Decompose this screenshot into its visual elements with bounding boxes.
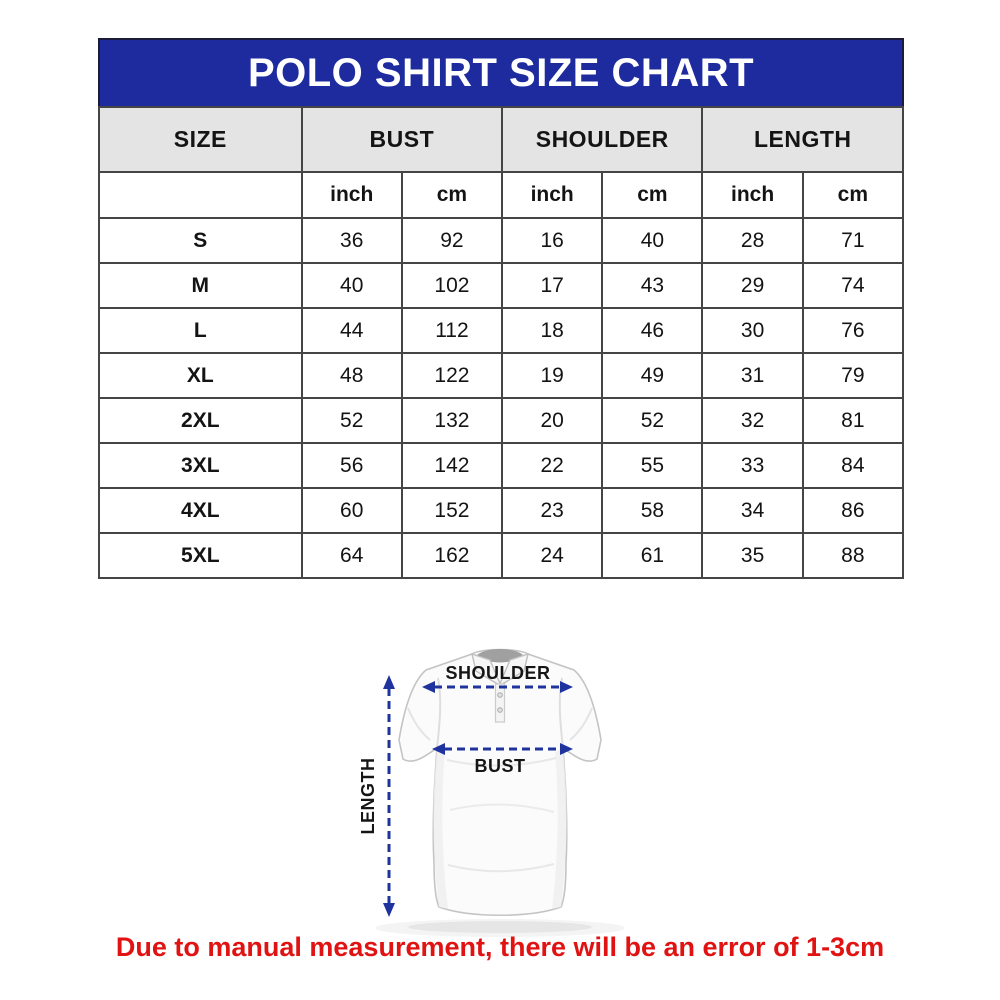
unit-header-2: inch bbox=[501, 171, 604, 219]
size-value: 74 bbox=[801, 262, 905, 309]
unit-header-1: cm bbox=[400, 171, 504, 219]
size-value: 102 bbox=[400, 262, 504, 309]
size-value: 79 bbox=[801, 352, 905, 399]
bust-label: BUST bbox=[475, 756, 526, 776]
size-row-L: L 44 112 18 46 30 76 bbox=[98, 307, 905, 354]
size-label: S bbox=[98, 217, 303, 264]
col-header-length: LENGTH bbox=[701, 106, 904, 173]
size-value: 142 bbox=[400, 442, 504, 489]
size-value: 71 bbox=[801, 217, 905, 264]
size-value: 18 bbox=[501, 307, 604, 354]
size-value: 52 bbox=[601, 397, 704, 444]
unit-header-4: inch bbox=[701, 171, 804, 219]
size-value: 61 bbox=[601, 532, 704, 579]
size-value: 43 bbox=[601, 262, 704, 309]
size-value: 162 bbox=[400, 532, 504, 579]
size-row-2XL: 2XL 52 132 20 52 32 81 bbox=[98, 397, 905, 444]
button bbox=[497, 692, 503, 698]
size-value: 34 bbox=[701, 487, 804, 534]
size-label: 5XL bbox=[98, 532, 303, 579]
size-value: 76 bbox=[801, 307, 905, 354]
shoulder-label: SHOULDER bbox=[445, 663, 550, 683]
size-value: 92 bbox=[400, 217, 504, 264]
size-label: 3XL bbox=[98, 442, 303, 489]
size-chart-table: SIZE BUST SHOULDER LENGTH inch cm inch cm inch c… bbox=[98, 106, 905, 579]
size-value: 52 bbox=[300, 397, 403, 444]
size-value: 49 bbox=[601, 352, 704, 399]
col-header-shoulder: SHOULDER bbox=[501, 106, 704, 173]
shirt-measurement-diagram: SHOULDER BUST LENGTH bbox=[350, 638, 650, 950]
size-row-3XL: 3XL 56 142 22 55 33 84 bbox=[98, 442, 905, 489]
size-value: 86 bbox=[801, 487, 905, 534]
size-value: 81 bbox=[801, 397, 905, 444]
bust-arrow bbox=[432, 743, 573, 755]
size-label: XL bbox=[98, 352, 303, 399]
size-value: 23 bbox=[501, 487, 604, 534]
size-row-XL: XL 48 122 19 49 31 79 bbox=[98, 352, 905, 399]
unit-header-3: cm bbox=[601, 171, 704, 219]
size-value: 36 bbox=[300, 217, 403, 264]
size-chart: POLO SHIRT SIZE CHART SIZE BUST SHOULDER LE… bbox=[98, 38, 905, 579]
col-header-bust: BUST bbox=[300, 106, 504, 173]
size-label: M bbox=[98, 262, 303, 309]
unit-header-5: cm bbox=[801, 171, 905, 219]
size-value: 29 bbox=[701, 262, 804, 309]
size-label: 4XL bbox=[98, 487, 303, 534]
size-value: 31 bbox=[701, 352, 804, 399]
shirt-shadow-core bbox=[408, 921, 592, 933]
size-value: 60 bbox=[300, 487, 403, 534]
size-value: 122 bbox=[400, 352, 504, 399]
size-value: 33 bbox=[701, 442, 804, 489]
size-row-M: M 40 102 17 43 29 74 bbox=[98, 262, 905, 309]
unit-header-blank bbox=[98, 171, 303, 219]
size-table-body: S 36 92 16 40 28 71 M 40 102 17 43 29 74 L 44 112 18 46 30 7… bbox=[98, 217, 905, 579]
size-row-S: S 36 92 16 40 28 71 bbox=[98, 217, 905, 264]
size-value: 35 bbox=[701, 532, 804, 579]
size-value: 132 bbox=[400, 397, 504, 444]
size-value: 22 bbox=[501, 442, 604, 489]
size-value: 32 bbox=[701, 397, 804, 444]
group-header-row: SIZE BUST SHOULDER LENGTH bbox=[98, 106, 904, 173]
size-value: 46 bbox=[601, 307, 704, 354]
length-arrow bbox=[383, 675, 395, 917]
size-row-5XL: 5XL 64 162 24 61 35 88 bbox=[98, 532, 905, 579]
size-value: 48 bbox=[300, 352, 403, 399]
size-value: 20 bbox=[501, 397, 604, 444]
size-value: 56 bbox=[300, 442, 403, 489]
size-row-4XL: 4XL 60 152 23 58 34 86 bbox=[98, 487, 905, 534]
size-value: 30 bbox=[701, 307, 804, 354]
size-value: 112 bbox=[400, 307, 504, 354]
shoulder-arrow bbox=[422, 681, 573, 693]
size-label: L bbox=[98, 307, 303, 354]
size-value: 19 bbox=[501, 352, 604, 399]
size-value: 40 bbox=[300, 262, 403, 309]
size-value: 64 bbox=[300, 532, 403, 579]
size-value: 84 bbox=[801, 442, 905, 489]
button-placket bbox=[494, 683, 506, 723]
polo-shirt bbox=[398, 648, 602, 917]
size-value: 16 bbox=[501, 217, 604, 264]
size-value: 28 bbox=[701, 217, 804, 264]
size-value: 88 bbox=[801, 532, 905, 579]
size-value: 40 bbox=[601, 217, 704, 264]
size-label: 2XL bbox=[98, 397, 303, 444]
size-value: 44 bbox=[300, 307, 403, 354]
measurement-note: Due to manual measurement, there will be… bbox=[115, 932, 885, 962]
size-value: 55 bbox=[601, 442, 704, 489]
size-value: 17 bbox=[501, 262, 604, 309]
size-value: 58 bbox=[601, 487, 704, 534]
length-label: LENGTH bbox=[358, 758, 378, 835]
col-header-size: SIZE bbox=[98, 106, 303, 173]
button bbox=[497, 707, 503, 713]
size-value: 152 bbox=[400, 487, 504, 534]
polo-shirt-illustration: SHOULDER BUST LENGTH bbox=[358, 648, 625, 937]
size-value: 24 bbox=[501, 532, 604, 579]
page-title: POLO SHIRT SIZE CHART bbox=[98, 38, 904, 108]
unit-header-0: inch bbox=[300, 171, 403, 219]
unit-header-row: inch cm inch cm inch cm bbox=[98, 171, 905, 219]
